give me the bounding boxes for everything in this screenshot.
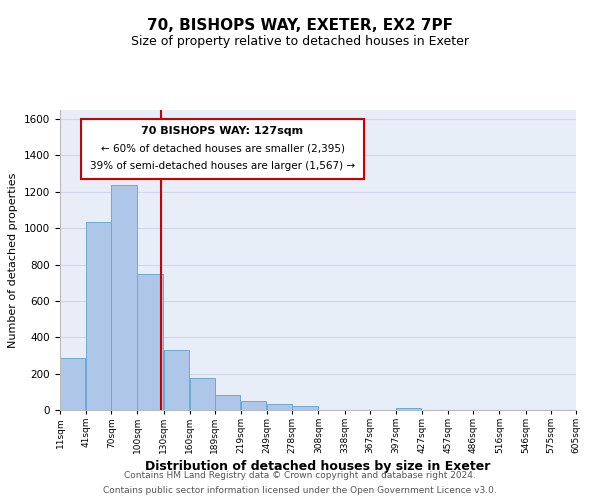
Bar <box>215 394 240 410</box>
Bar <box>86 222 112 410</box>
FancyBboxPatch shape <box>80 119 364 179</box>
Text: 70, BISHOPS WAY, EXETER, EX2 7PF: 70, BISHOPS WAY, EXETER, EX2 7PF <box>147 18 453 32</box>
Text: Contains public sector information licensed under the Open Government Licence v3: Contains public sector information licen… <box>103 486 497 495</box>
X-axis label: Distribution of detached houses by size in Exeter: Distribution of detached houses by size … <box>145 460 491 473</box>
Bar <box>396 408 421 410</box>
Bar <box>190 378 215 410</box>
Bar <box>137 274 163 410</box>
Bar <box>112 184 137 410</box>
Text: 39% of semi-detached houses are larger (1,567) →: 39% of semi-detached houses are larger (… <box>90 160 355 170</box>
Bar <box>60 358 85 410</box>
Text: Size of property relative to detached houses in Exeter: Size of property relative to detached ho… <box>131 35 469 48</box>
Text: 70 BISHOPS WAY: 127sqm: 70 BISHOPS WAY: 127sqm <box>142 126 304 136</box>
Bar <box>241 401 266 410</box>
Bar <box>267 404 292 410</box>
Bar <box>164 350 189 410</box>
Y-axis label: Number of detached properties: Number of detached properties <box>8 172 19 348</box>
Bar <box>292 406 317 410</box>
Text: Contains HM Land Registry data © Crown copyright and database right 2024.: Contains HM Land Registry data © Crown c… <box>124 471 476 480</box>
Text: ← 60% of detached houses are smaller (2,395): ← 60% of detached houses are smaller (2,… <box>101 144 344 154</box>
